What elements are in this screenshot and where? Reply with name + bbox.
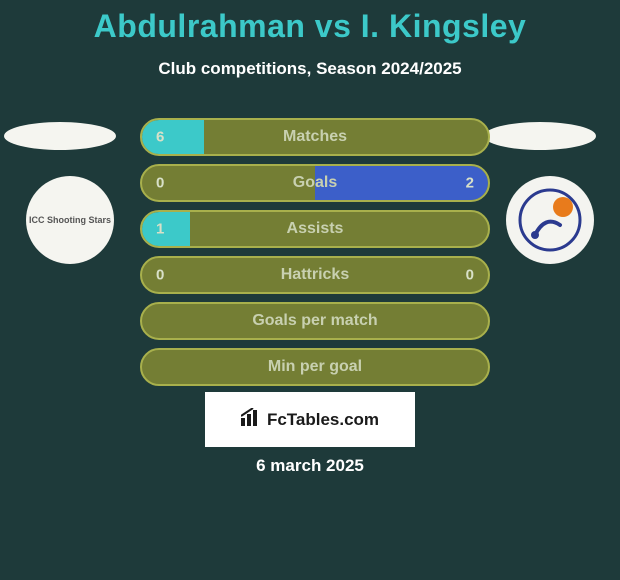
generation-date: 6 march 2025 xyxy=(0,456,620,476)
stat-label: Hattricks xyxy=(142,266,488,284)
stat-value-left: 6 xyxy=(156,129,164,146)
brand-badge[interactable]: FcTables.com xyxy=(205,392,415,447)
stat-bar: Assists1 xyxy=(140,210,490,248)
club-badge-left: ICC Shooting Stars xyxy=(26,176,114,264)
stat-label: Matches xyxy=(142,128,488,146)
comparison-bars: Matches6Goals02Assists1Hattricks00Goals … xyxy=(140,118,490,394)
subtitle: Club competitions, Season 2024/2025 xyxy=(0,59,620,79)
stat-label: Assists xyxy=(142,220,488,238)
stat-bar: Matches6 xyxy=(140,118,490,156)
stat-label: Min per goal xyxy=(142,358,488,376)
stat-value-left: 0 xyxy=(156,267,164,284)
club-badge-left-text: ICC Shooting Stars xyxy=(29,215,111,225)
page-title: Abdulrahman vs I. Kingsley xyxy=(0,0,620,45)
stat-bar: Goals0 2 xyxy=(140,164,490,202)
stat-bar: Min per goal xyxy=(140,348,490,386)
comparison-infographic: Abdulrahman vs I. Kingsley Club competit… xyxy=(0,0,620,580)
club-badge-right xyxy=(506,176,594,264)
stat-value-left: 0 xyxy=(156,175,164,192)
stat-bar: Hattricks0 0 xyxy=(140,256,490,294)
stat-value-right: 0 xyxy=(466,267,474,284)
club-badge-right-icon xyxy=(515,185,585,255)
country-flag-right xyxy=(484,122,596,150)
stat-value-left: 1 xyxy=(156,221,164,238)
stat-label: Goals per match xyxy=(142,312,488,330)
brand-chart-icon xyxy=(241,408,261,431)
stat-value-right: 2 xyxy=(466,175,474,192)
stat-bar: Goals per match xyxy=(140,302,490,340)
stat-label: Goals xyxy=(142,174,488,192)
country-flag-left xyxy=(4,122,116,150)
brand-text: FcTables.com xyxy=(267,410,379,430)
